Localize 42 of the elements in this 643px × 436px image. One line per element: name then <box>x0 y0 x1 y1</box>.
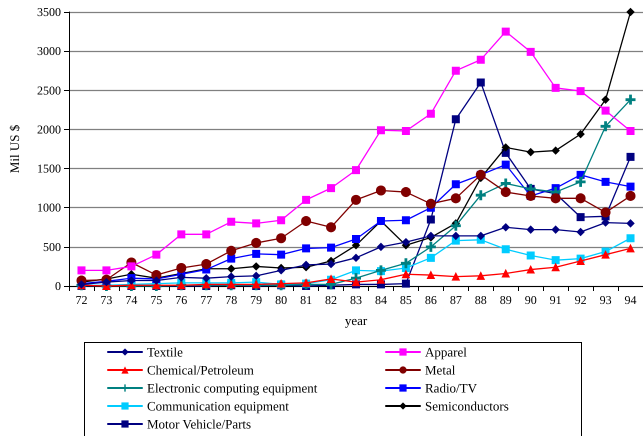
x-tick-label: 86 <box>424 293 437 307</box>
x-tick-label: 82 <box>325 293 338 307</box>
x-tick-label: 72 <box>75 293 88 307</box>
x-tick-label: 93 <box>600 293 612 307</box>
x-tick-label: 88 <box>474 293 487 307</box>
x-tick-label: 79 <box>250 293 262 307</box>
x-tick-label: 75 <box>150 293 162 307</box>
x-tick-label: 77 <box>200 293 212 307</box>
y-tick-label: 0 <box>55 279 61 293</box>
x-tick-label: 73 <box>100 293 112 307</box>
legend-label: Metal <box>425 362 456 378</box>
x-tick-label: 84 <box>374 293 387 307</box>
legend-label: Radio/TV <box>425 380 478 396</box>
legend-label: Motor Vehicle/Parts <box>147 416 252 432</box>
x-tick-label: 94 <box>624 293 637 307</box>
y-tick-label: 3000 <box>37 44 61 58</box>
x-tick-label: 92 <box>574 293 587 307</box>
x-axis-title: year <box>344 313 368 328</box>
x-tick-label: 90 <box>524 293 537 307</box>
legend-label: Electronic computing equipment <box>147 380 318 396</box>
x-tick-label: 81 <box>300 293 312 307</box>
legend-label: Chemical/Petroleum <box>147 362 254 378</box>
y-tick-label: 1500 <box>37 162 61 176</box>
legend-label: Semiconductors <box>425 398 509 414</box>
x-tick-label: 76 <box>175 293 188 307</box>
legend-label: Apparel <box>425 344 468 360</box>
x-tick-label: 85 <box>400 293 412 307</box>
x-tick-label: 87 <box>450 293 462 307</box>
y-tick-label: 500 <box>43 240 61 254</box>
y-axis-title: Mil US $ <box>7 124 22 174</box>
x-tick-label: 89 <box>500 293 512 307</box>
legend-label: Communication equipment <box>147 398 290 414</box>
x-tick-label: 83 <box>350 293 362 307</box>
x-tick-label: 80 <box>275 293 288 307</box>
y-tick-label: 2000 <box>37 122 61 136</box>
x-tick-label: 78 <box>225 293 238 307</box>
x-tick-label: 91 <box>550 293 562 307</box>
x-tick-label: 74 <box>125 293 138 307</box>
y-tick-label: 3500 <box>37 5 61 19</box>
y-tick-label: 2500 <box>37 83 61 98</box>
y-tick-label: 1000 <box>37 200 61 215</box>
legend-label: Textile <box>147 344 184 360</box>
